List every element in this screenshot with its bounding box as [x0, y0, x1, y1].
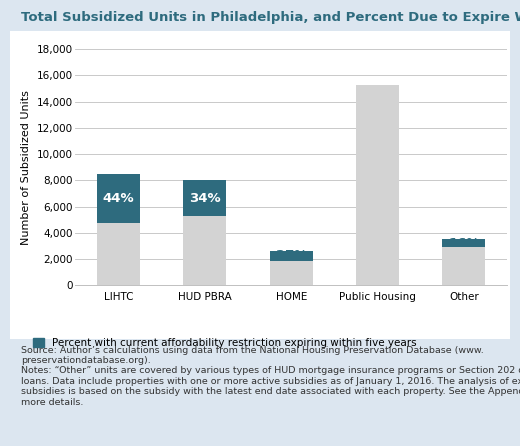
Text: Total Subsidized Units in Philadelphia, and Percent Due to Expire Within Five Ye: Total Subsidized Units in Philadelphia, … [21, 11, 520, 24]
Bar [184, 180, 227, 216]
Bar [184, 216, 227, 285]
Bar [270, 251, 313, 260]
Legend: Percent with current affordability restriction expiring within five years: Percent with current affordability restr… [33, 338, 417, 348]
Text: 16%: 16% [448, 237, 479, 250]
Text: 27%: 27% [276, 249, 307, 262]
Bar [443, 240, 486, 247]
Y-axis label: Number of Subsidized Units: Number of Subsidized Units [21, 90, 31, 245]
Bar [356, 85, 399, 285]
Bar [97, 223, 140, 285]
Bar [97, 174, 140, 223]
Text: 44%: 44% [103, 192, 134, 205]
Bar [270, 260, 313, 285]
Text: Source: Author’s calculations using data from the National Housing Preservation : Source: Author’s calculations using data… [21, 346, 520, 407]
Text: 34%: 34% [189, 192, 220, 205]
Bar [443, 247, 486, 285]
